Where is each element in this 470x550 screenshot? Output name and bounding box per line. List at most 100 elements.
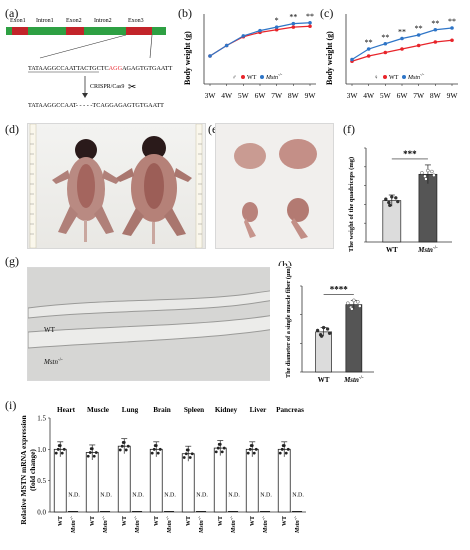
data-point <box>150 451 154 455</box>
data-point <box>274 27 279 32</box>
mstn-tendon <box>291 218 308 239</box>
data-point <box>220 450 224 454</box>
data-point <box>383 50 388 55</box>
data-point <box>185 448 189 452</box>
x-tick-label: 7W <box>413 91 425 100</box>
x-category-label: WT <box>250 516 256 526</box>
chart-i: Relative MSTN mRNA expression (fold chan… <box>19 406 306 534</box>
mstn-muscle-top <box>279 139 317 169</box>
tissue-label: Liver <box>250 406 268 414</box>
significance-mark: ** <box>448 17 456 26</box>
bar <box>345 304 363 373</box>
data-point <box>246 451 250 455</box>
bar <box>181 453 195 513</box>
x-category-superscript: -/- <box>293 516 298 521</box>
data-point <box>291 25 296 29</box>
data-point <box>321 325 326 330</box>
data-point <box>394 196 398 200</box>
significance-mark: ** <box>381 33 389 42</box>
data-point <box>86 454 90 458</box>
bar <box>277 448 291 513</box>
mouse-wt-carcass <box>52 139 120 242</box>
data-point <box>188 456 192 459</box>
data-point <box>258 28 262 33</box>
data-point <box>356 300 360 304</box>
chart-h-ylabel: The diameter of a single muscle fiber (μ… <box>285 266 292 378</box>
data-point <box>184 452 188 456</box>
data-point <box>158 447 162 451</box>
tissue-label: Heart <box>57 406 76 414</box>
data-point <box>366 47 371 51</box>
bar <box>117 445 131 513</box>
ruler-left <box>29 124 37 248</box>
significance-mark: ** <box>289 13 297 22</box>
not-detected-label: N.D. <box>68 492 80 498</box>
wt-tendon <box>244 218 256 238</box>
x-category-label: WT <box>90 516 96 526</box>
data-point <box>280 447 284 451</box>
x-category-superscript: -/- <box>133 516 138 521</box>
data-point <box>450 26 454 30</box>
tissue-label: Kidney <box>215 406 238 414</box>
data-point <box>308 24 312 29</box>
x-category-label: Mstn-/- <box>343 376 364 384</box>
x-category-label: Mstn-/- <box>261 516 269 534</box>
x-tick-label: 6W <box>397 91 409 100</box>
x-category-label: WT <box>318 376 330 384</box>
x-tick-label: 8W <box>430 91 442 100</box>
x-tick-label: 9W <box>305 91 317 100</box>
data-point <box>224 43 229 48</box>
data-point <box>383 41 388 46</box>
chart-h: The diameter of a single muscle fiber (μ… <box>270 266 382 391</box>
data-point <box>153 444 157 447</box>
bar <box>382 200 402 243</box>
data-point <box>94 451 98 454</box>
x-tick-label: 6W <box>255 91 267 100</box>
x-category-label: Mstn-/- <box>69 516 77 534</box>
tissue-label: Pancreas <box>276 406 304 414</box>
data-point <box>88 451 92 454</box>
legend-ko-marker <box>260 75 264 79</box>
data-point <box>89 447 93 451</box>
x-tick-label: 9W <box>447 91 459 100</box>
mouse-mstn-carcass <box>116 136 192 244</box>
data-point <box>152 447 156 451</box>
significance-mark: ** <box>398 28 406 37</box>
significance-mark: **** <box>330 284 349 294</box>
zoom-line-left <box>39 34 127 59</box>
bar <box>315 331 332 373</box>
data-point <box>284 451 288 455</box>
fiber-mstn-label: Mstn-/- <box>43 358 63 366</box>
data-point <box>352 298 356 303</box>
tissue-label: Brain <box>153 406 171 414</box>
data-point <box>430 169 434 174</box>
chart-i-ylabel2: (fold change) <box>28 449 37 491</box>
x-category-label: WT <box>122 516 128 526</box>
data-point <box>416 33 421 37</box>
x-category-label: Mstn-/- <box>133 516 141 534</box>
exon2-block <box>66 27 84 35</box>
not-detected-label: N.D. <box>164 492 176 498</box>
data-point <box>366 54 371 58</box>
not-detected-label: N.D. <box>132 492 144 498</box>
wt-muscle-top <box>234 143 266 169</box>
data-point <box>156 451 160 455</box>
legend-ko-label: Mstn-/- <box>265 72 283 81</box>
data-point <box>118 448 122 452</box>
scissors-icon: ✂ <box>128 82 136 93</box>
data-point <box>222 446 226 450</box>
x-category-label: Mstn-/- <box>197 516 205 534</box>
not-detected-label: N.D. <box>100 492 112 498</box>
data-point <box>121 441 125 444</box>
bar <box>85 452 99 513</box>
mice-photo <box>27 123 206 249</box>
significance-mark: ** <box>306 12 314 21</box>
data-point <box>388 203 392 208</box>
data-point <box>54 451 58 455</box>
x-category-label: Mstn-/- <box>229 516 237 534</box>
significance-mark: ** <box>415 24 423 33</box>
x-category-label: WT <box>218 516 224 526</box>
data-point <box>420 171 424 175</box>
x-tick-label: 4W <box>363 91 375 100</box>
data-point <box>450 38 454 43</box>
